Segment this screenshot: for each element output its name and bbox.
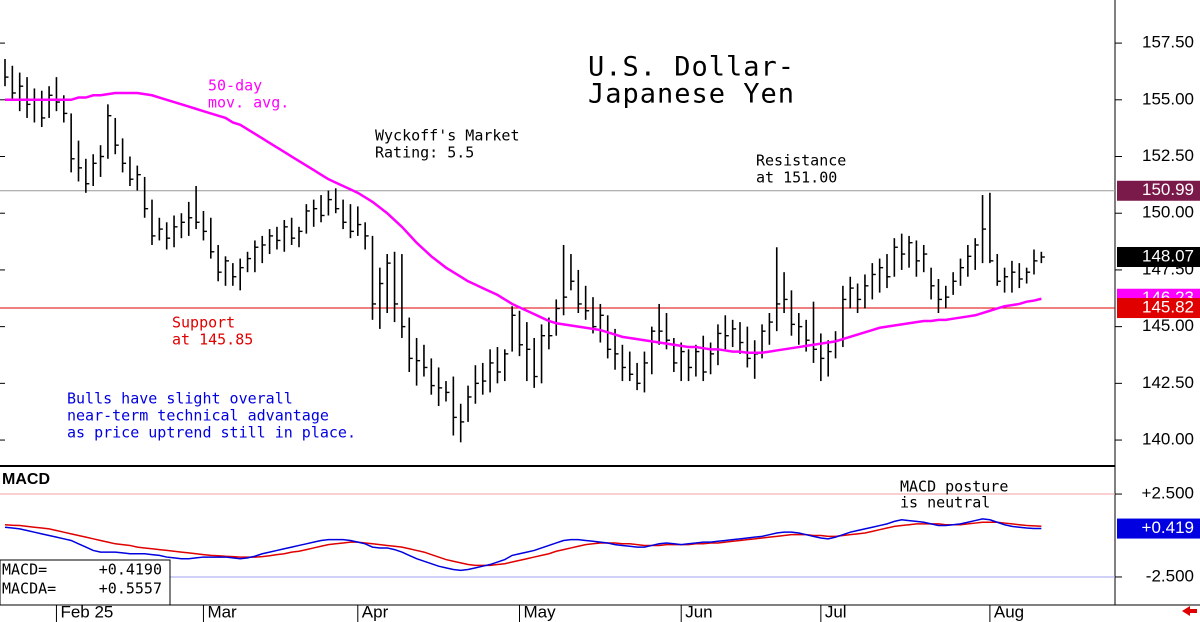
price-marker-bg — [1117, 246, 1200, 267]
price-marker: 148.07 — [1142, 246, 1194, 265]
y-tick-label: 140.00 — [1142, 430, 1194, 449]
macd-line — [4, 521, 1042, 567]
annotation: Bulls have slight overall — [67, 390, 293, 408]
x-tick-label: Aug — [994, 602, 1024, 621]
readout-value: +0.5557 — [99, 580, 162, 598]
x-tick-label: Jul — [825, 602, 847, 621]
y-tick-label: 157.50 — [1142, 33, 1194, 52]
macd-marker-bg — [1117, 518, 1200, 539]
annotation: mov. avg. — [208, 94, 289, 112]
readout-box — [0, 559, 171, 606]
price-marker-bg — [1117, 298, 1200, 319]
price-marker: 145.82 — [1142, 298, 1194, 317]
macd-line — [4, 518, 1042, 572]
y-tick-label: 142.50 — [1142, 373, 1194, 392]
scroll-arrow[interactable] — [1182, 606, 1197, 616]
panel-title: MACD — [2, 471, 50, 488]
annotation: Rating: 5.5 — [375, 144, 474, 162]
x-tick-label: Apr — [362, 602, 389, 621]
chart-title: U.S. Dollar- — [588, 52, 795, 83]
readout-value: +0.4190 — [99, 561, 162, 579]
readout-name: MACDA= — [2, 580, 56, 598]
annotation: 50-day — [208, 77, 262, 95]
x-tick-label: Feb 25 — [60, 602, 113, 621]
x-tick-label: Jun — [685, 602, 712, 621]
annotation: at 145.85 — [172, 331, 253, 349]
price-marker-bg — [1117, 180, 1200, 201]
annotation: at 151.00 — [756, 169, 837, 187]
x-tick-label: Mar — [207, 602, 237, 621]
y-tick-label: 150.00 — [1142, 203, 1194, 222]
y-tick-label: 155.00 — [1142, 89, 1194, 108]
annotation: as price uptrend still in place. — [67, 424, 356, 442]
moving-average — [5, 91, 1042, 354]
annotation: Resistance — [756, 152, 846, 170]
annotation: Wyckoff's Market — [375, 127, 520, 145]
chart-title: Japanese Yen — [588, 79, 795, 110]
annotation: MACD posture — [900, 478, 1008, 496]
annotation: is neutral — [900, 494, 990, 512]
annotation: near-term technical advantage — [67, 407, 329, 425]
y-tick-label: -2.500 — [1146, 566, 1194, 585]
readout-name: MACD= — [2, 561, 47, 579]
annotation: Support — [172, 314, 235, 332]
x-tick-label: May — [524, 602, 557, 621]
price-marker: 150.99 — [1142, 180, 1194, 199]
macd-marker: +0.419 — [1142, 518, 1194, 537]
y-tick-label: 145.00 — [1142, 316, 1194, 335]
y-tick-label: +2.500 — [1142, 484, 1194, 503]
y-tick-label: 152.50 — [1142, 146, 1194, 165]
